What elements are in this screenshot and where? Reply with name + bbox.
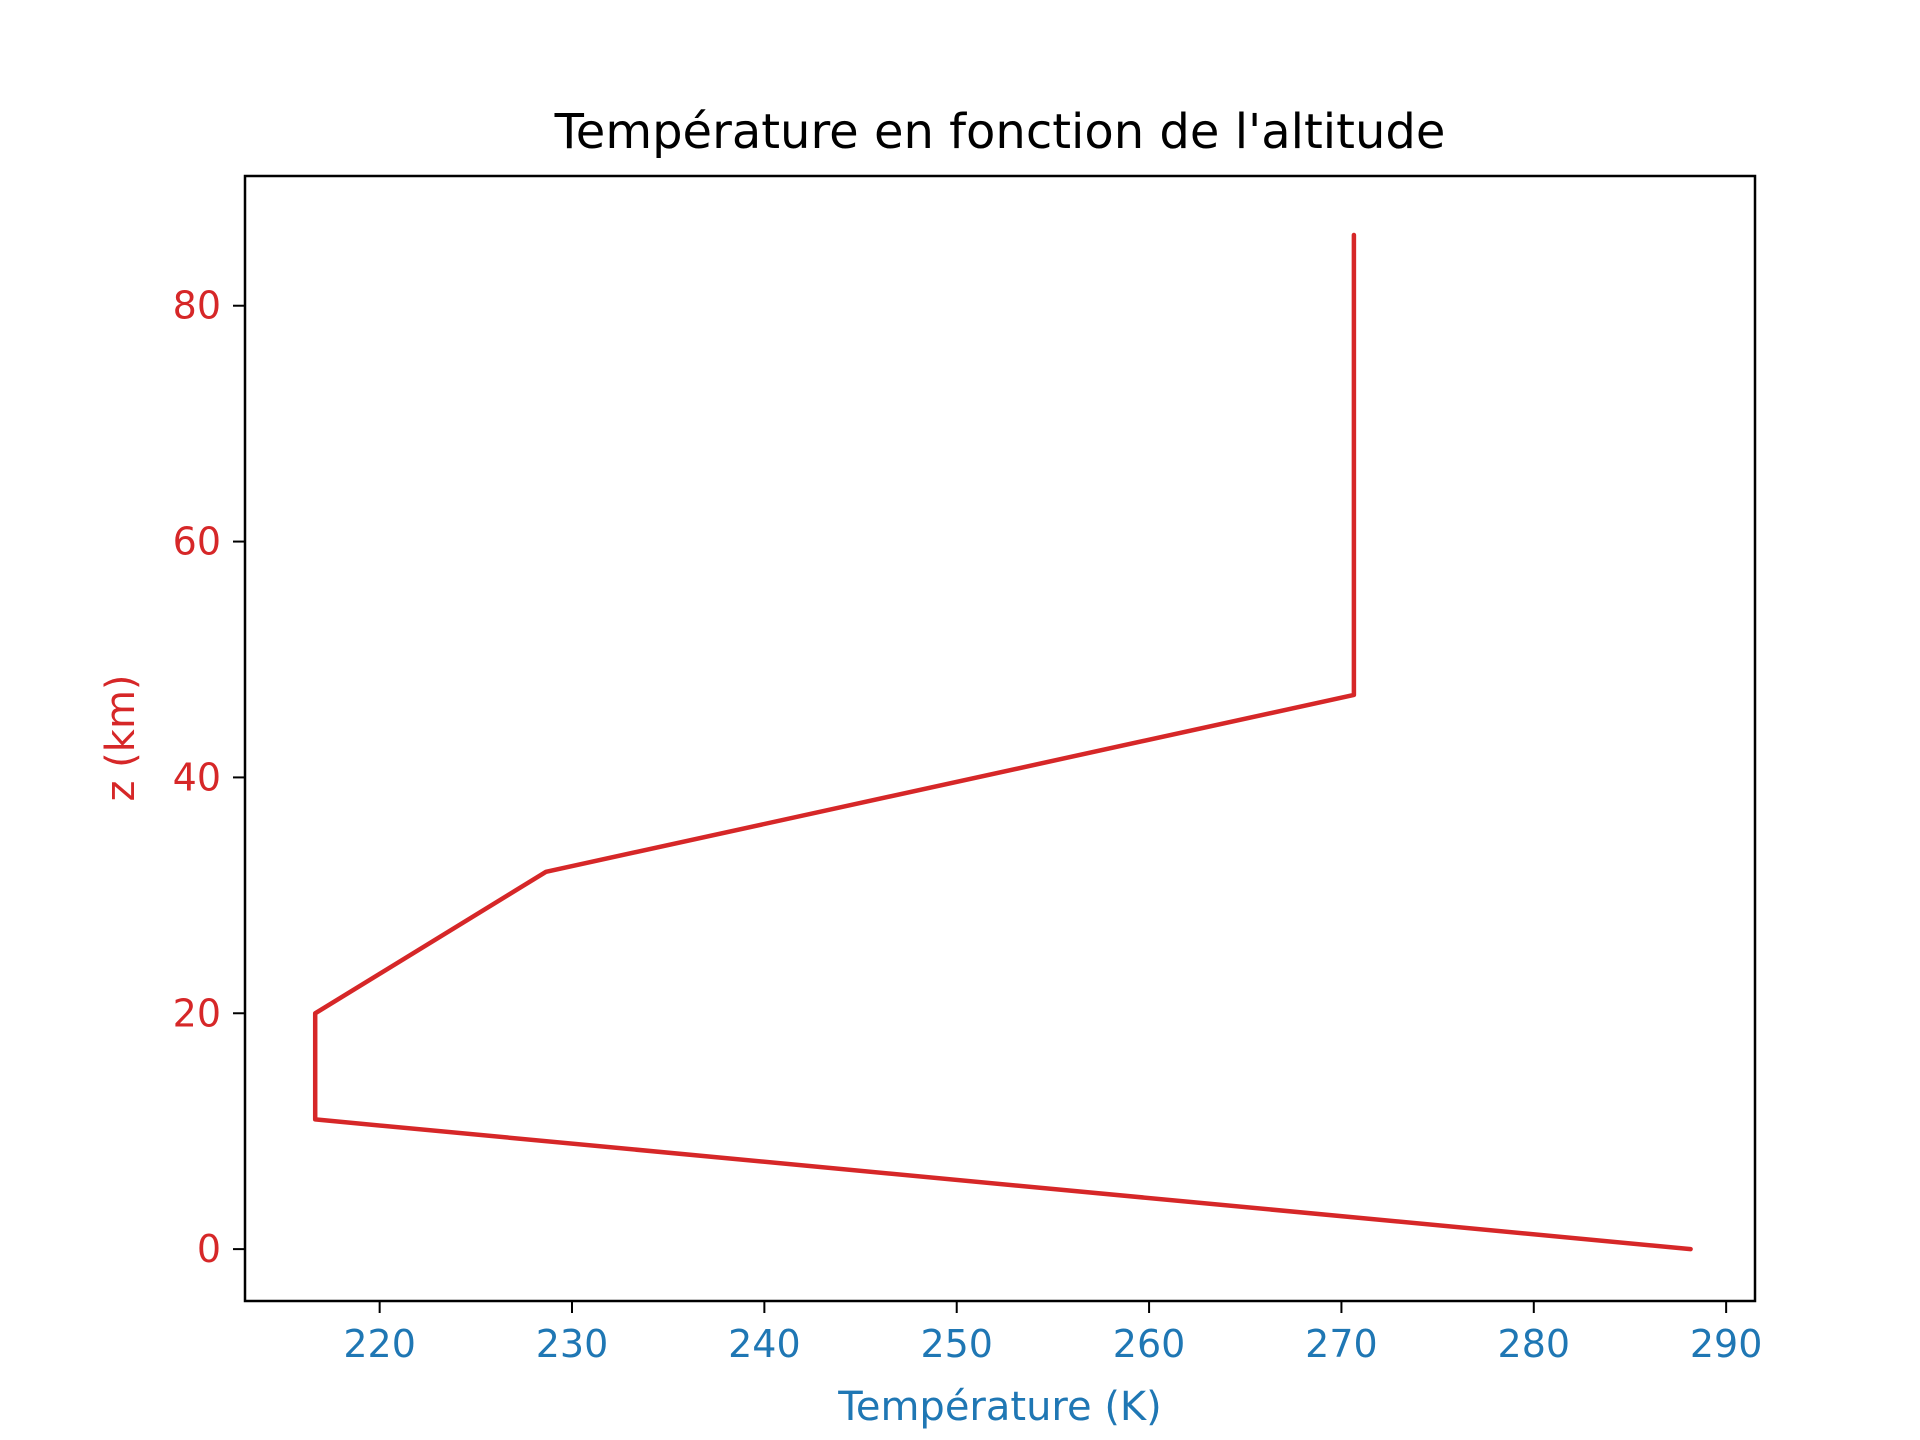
y-tick-label: 0 xyxy=(197,1227,221,1271)
x-tick-label: 240 xyxy=(728,1322,801,1366)
x-axis-ticks: 220 230 240 250 260 270 280 290 xyxy=(343,1301,1762,1366)
y-tick-label: 40 xyxy=(173,755,221,799)
y-axis-label: z (km) xyxy=(98,674,144,801)
x-tick-label: 290 xyxy=(1690,1322,1763,1366)
x-tick-label: 230 xyxy=(536,1322,609,1366)
series-line xyxy=(312,232,1693,1252)
y-tick-label: 60 xyxy=(173,520,221,564)
x-tick-label: 250 xyxy=(920,1322,993,1366)
x-tick-label: 270 xyxy=(1305,1322,1378,1366)
x-tick-label: 220 xyxy=(343,1322,416,1366)
plot-area xyxy=(312,232,1693,1252)
chart-title: Température en fonction de l'altitude xyxy=(554,104,1446,160)
y-tick-label: 20 xyxy=(173,991,221,1035)
x-tick-label: 280 xyxy=(1498,1322,1571,1366)
axes-frame xyxy=(243,174,1757,1303)
x-axis-label: Température (K) xyxy=(837,1384,1162,1430)
y-axis-ticks: 0 20 40 60 80 xyxy=(173,284,245,1271)
y-tick-label: 80 xyxy=(173,284,221,328)
x-tick-label: 260 xyxy=(1113,1322,1186,1366)
